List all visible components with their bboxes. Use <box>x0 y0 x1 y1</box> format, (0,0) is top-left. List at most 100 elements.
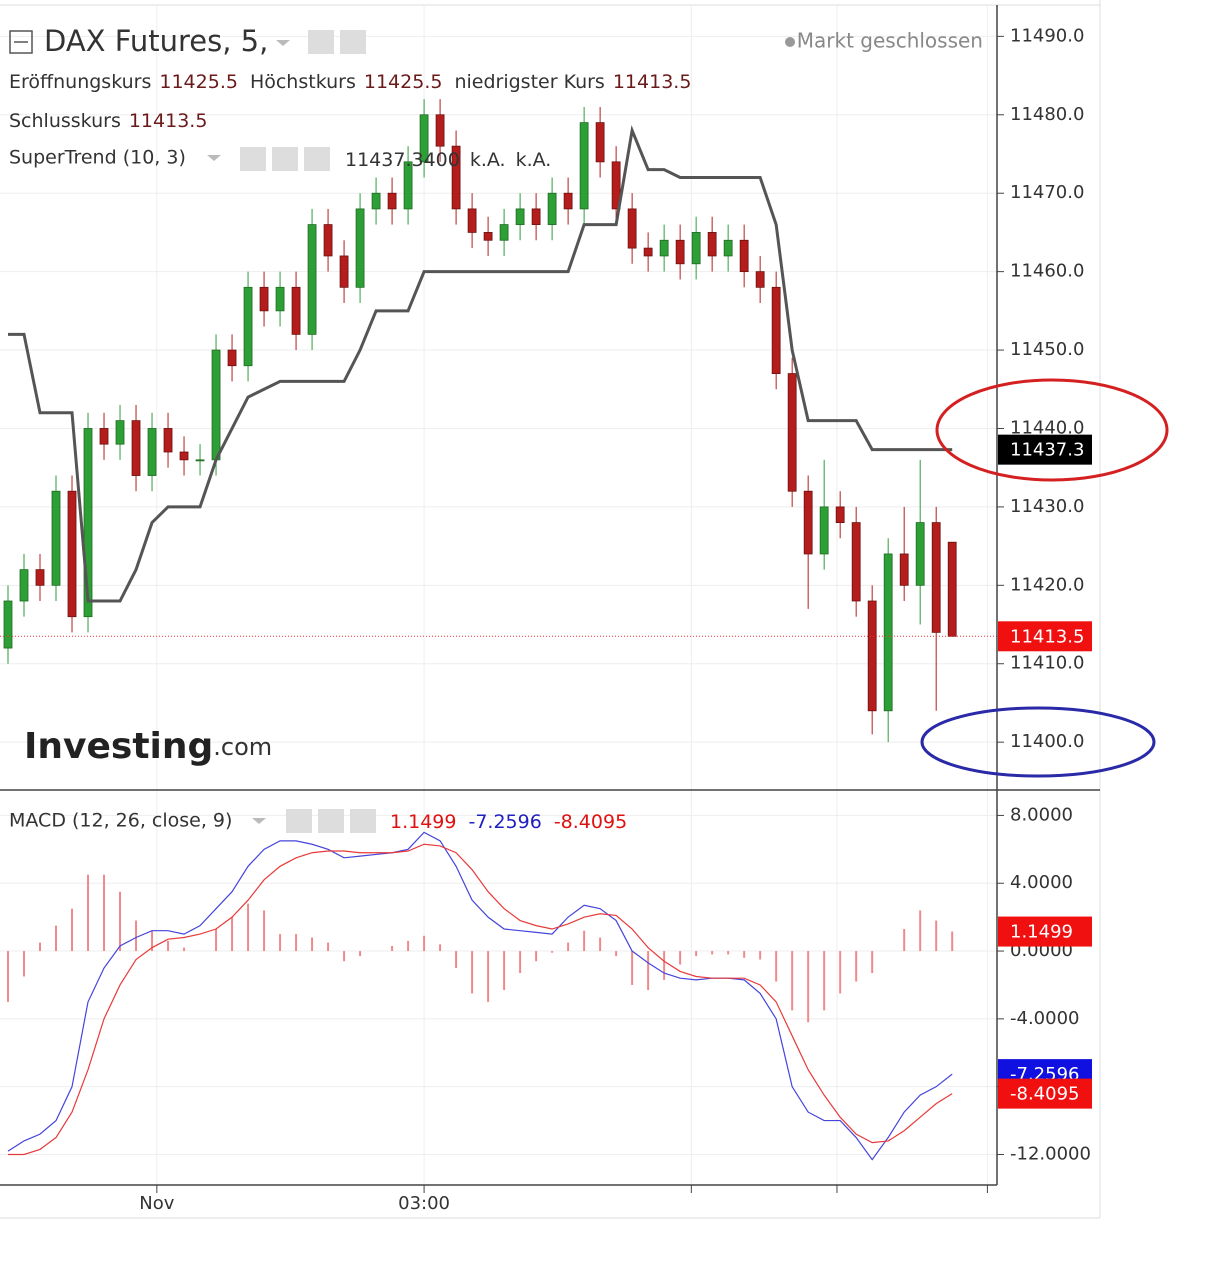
macd-legend-value: -8.4095 <box>554 811 627 833</box>
supertrend-line <box>8 125 953 603</box>
dropdown-arrow[interactable] <box>252 818 266 824</box>
candle-body <box>179 451 189 461</box>
candle-body <box>451 145 461 210</box>
legend-value: 11413.5 <box>613 71 692 93</box>
close-icon[interactable] <box>350 809 376 833</box>
candle-body <box>659 239 669 257</box>
indicator-value: k.A. <box>470 149 506 171</box>
candle-body <box>611 161 621 210</box>
candle-body <box>435 114 445 147</box>
candle-body <box>931 522 941 633</box>
candle-body <box>851 522 861 602</box>
candle-body <box>563 192 573 210</box>
y-tick-label: 11410.0 <box>1010 653 1084 674</box>
legend-value: 11425.5 <box>159 71 238 93</box>
candle-body <box>291 286 301 335</box>
y-tick-label: 11420.0 <box>1010 574 1084 595</box>
y-tick-label: -12.0000 <box>1010 1143 1091 1164</box>
candle-body <box>675 239 685 265</box>
x-tick-label: 03:00 <box>398 1193 450 1214</box>
legend-label: Eröffnungskurs <box>9 71 151 93</box>
collapse-icon[interactable] <box>9 30 33 54</box>
candle-body <box>419 114 429 163</box>
close-icon[interactable] <box>304 147 330 171</box>
price-badge-label: 1.1499 <box>1010 922 1073 943</box>
candle-body <box>627 208 637 249</box>
candle-body <box>547 192 557 225</box>
candle-body <box>355 208 365 288</box>
candle-body <box>483 232 493 241</box>
candle-body <box>403 161 413 210</box>
marks <box>0 99 997 1161</box>
candle-body <box>723 239 733 257</box>
gear-icon[interactable] <box>340 30 366 54</box>
candle-body <box>227 349 237 367</box>
candle-body <box>691 232 701 265</box>
grid <box>0 5 997 1185</box>
candle-body <box>371 192 381 210</box>
candle-body <box>579 122 589 210</box>
y-tick-label: 11470.0 <box>1010 182 1084 203</box>
indicator-name: SuperTrend (10, 3) <box>9 147 186 169</box>
y-tick-label: 11460.0 <box>1010 261 1084 282</box>
logo-name: Investing <box>24 726 213 767</box>
candle-body <box>323 224 333 257</box>
candle-body <box>307 224 317 335</box>
gear-icon[interactable] <box>272 147 298 171</box>
price-badge-label: 11413.5 <box>1010 626 1084 647</box>
macd-legend-value: 1.1499 <box>390 811 456 833</box>
candle-body <box>595 122 605 163</box>
candle-body <box>771 286 781 374</box>
gear-icon[interactable] <box>318 809 344 833</box>
candle-body <box>19 569 29 602</box>
candle-body <box>131 420 141 476</box>
candle-body <box>259 286 269 312</box>
macd-line <box>7 831 953 1161</box>
price-badge <box>998 621 1092 652</box>
candle-body <box>531 208 541 225</box>
candle-body <box>35 569 45 586</box>
market-status: Markt geschlossen <box>797 29 983 53</box>
legend-value: 11413.5 <box>129 110 208 132</box>
candle-body <box>99 428 109 445</box>
axes: Nov 03:00 11400.0 11410.0 11420.0 11430.0 1144… <box>139 25 1091 1214</box>
blue-ellipse-annotation <box>920 706 1156 778</box>
candle-body <box>467 208 477 233</box>
dropdown-arrow[interactable] <box>207 155 221 161</box>
y-tick-label: 4.0000 <box>1010 872 1073 893</box>
dropdown-arrow[interactable] <box>276 40 290 46</box>
candle-body <box>883 553 893 712</box>
candle-body <box>3 600 13 649</box>
eye-icon[interactable] <box>286 809 312 833</box>
status-dot <box>785 37 795 47</box>
legend-label: Schlusskurs <box>9 110 121 132</box>
price-badge-label: -8.4095 <box>1010 1084 1079 1105</box>
macd-legend: 1.1499 -7.2596 -8.4095 <box>390 811 627 833</box>
eye-icon[interactable] <box>240 147 266 171</box>
legend-value: 11425.5 <box>364 71 443 93</box>
candle-body <box>499 224 509 241</box>
candle-body <box>787 373 797 492</box>
ohlc-legend: Eröffnungskurs 11425.5 Höchstkurs 11425.5 ni… <box>9 71 691 93</box>
macd-legend-value: -7.2596 <box>468 811 541 833</box>
candle-body <box>755 271 765 288</box>
y-tick-label: 11430.0 <box>1010 496 1084 517</box>
indicator-values: 11437.3400 k.A. k.A. <box>345 149 551 171</box>
candle-body <box>707 232 717 257</box>
legend-label: niedrigster Kurs <box>454 71 604 93</box>
candle-body <box>163 428 173 453</box>
candle-body <box>275 286 285 312</box>
price-badge <box>998 916 1092 947</box>
x-tick-label: Nov <box>139 1193 174 1214</box>
eye-icon[interactable] <box>308 30 334 54</box>
y-tick-label: 11490.0 <box>1010 25 1084 46</box>
candle-body <box>515 208 525 225</box>
signal-line <box>8 843 953 1156</box>
candle-body <box>83 428 93 618</box>
candle-body <box>51 490 61 586</box>
chart-title: DAX Futures, 5, <box>44 24 268 58</box>
candle-body <box>835 506 845 523</box>
candle-body <box>243 286 253 367</box>
